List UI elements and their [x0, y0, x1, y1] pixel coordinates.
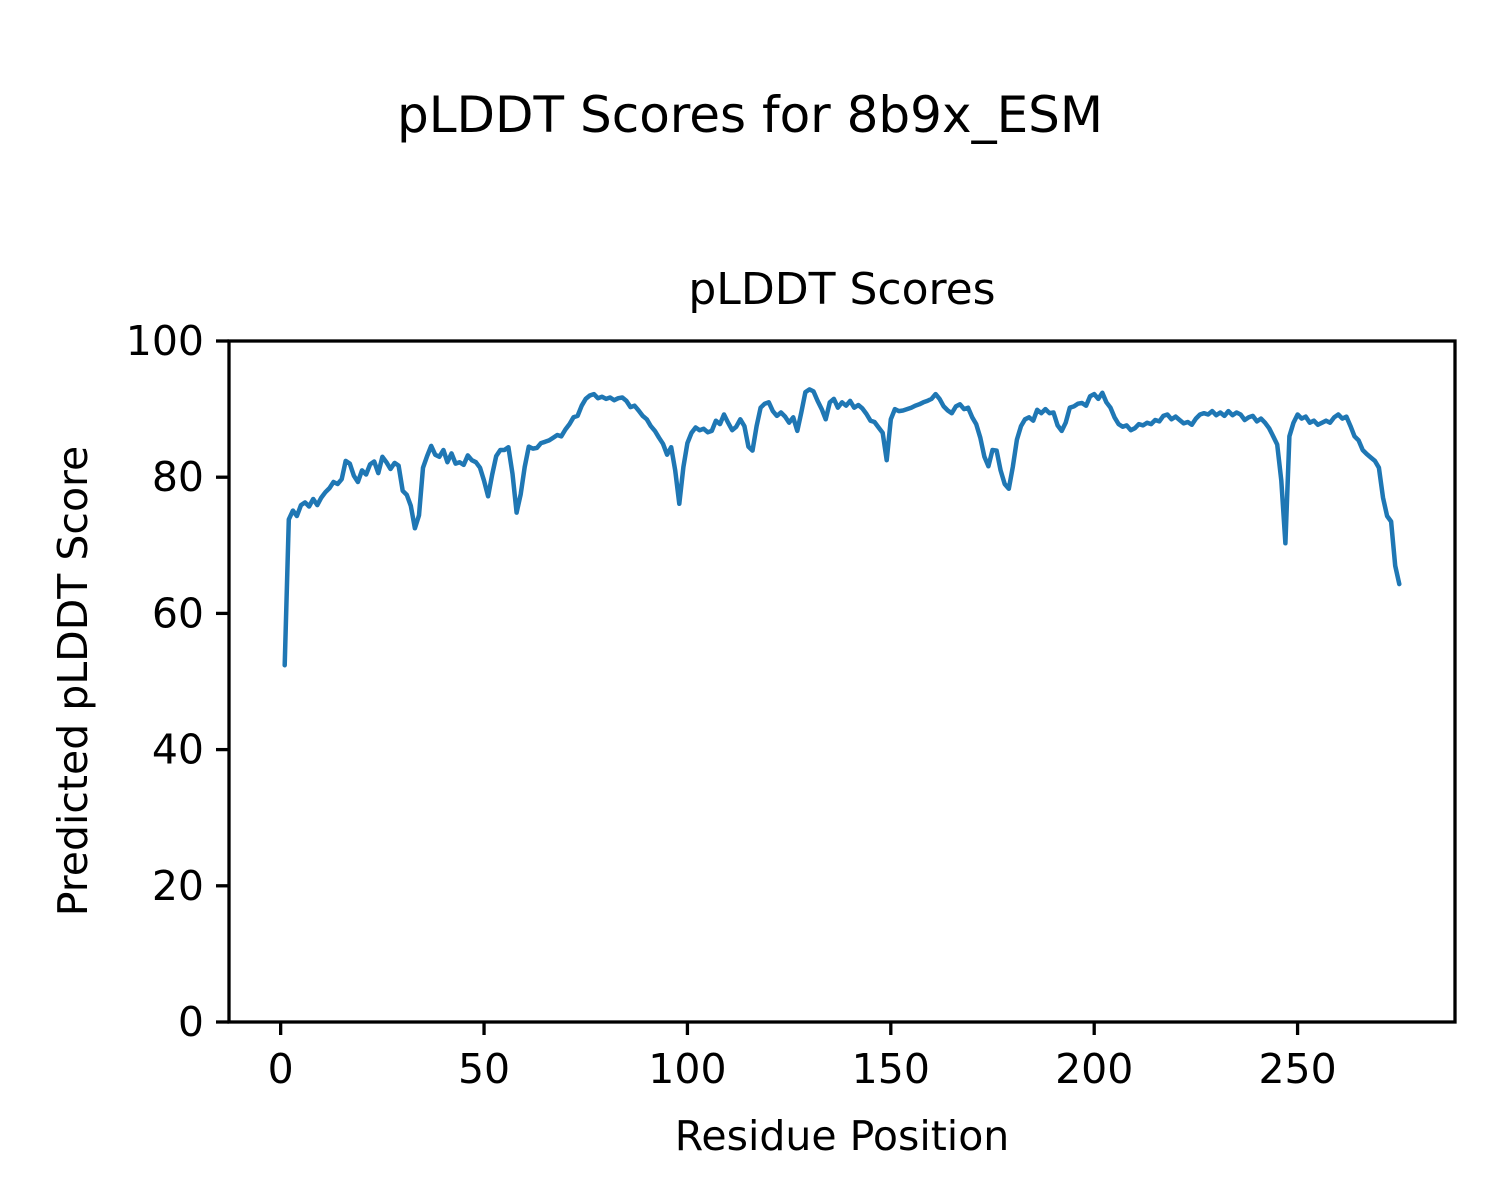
x-tick-label: 0	[268, 1045, 294, 1093]
y-tick-label: 20	[152, 862, 204, 910]
axes-title: pLDDT Scores	[688, 264, 996, 315]
axes-frame	[227, 339, 1457, 1024]
y-tick-label: 40	[152, 726, 204, 774]
plddt-score-line	[282, 387, 1402, 668]
y-tick-label: 100	[126, 317, 204, 365]
y-tick-label: 60	[152, 589, 204, 637]
x-tick-label: 50	[458, 1045, 510, 1093]
x-axis-label: Residue Position	[674, 1112, 1010, 1160]
y-tick-label: 0	[178, 998, 204, 1046]
x-tick-label: 250	[1258, 1045, 1336, 1093]
figure-title: pLDDT Scores for 8b9x_ESM	[396, 86, 1104, 144]
x-tick-label: 100	[648, 1045, 726, 1093]
x-tick-label: 150	[852, 1045, 930, 1093]
y-tick-label: 80	[152, 453, 204, 501]
x-tick-label: 200	[1055, 1045, 1133, 1093]
